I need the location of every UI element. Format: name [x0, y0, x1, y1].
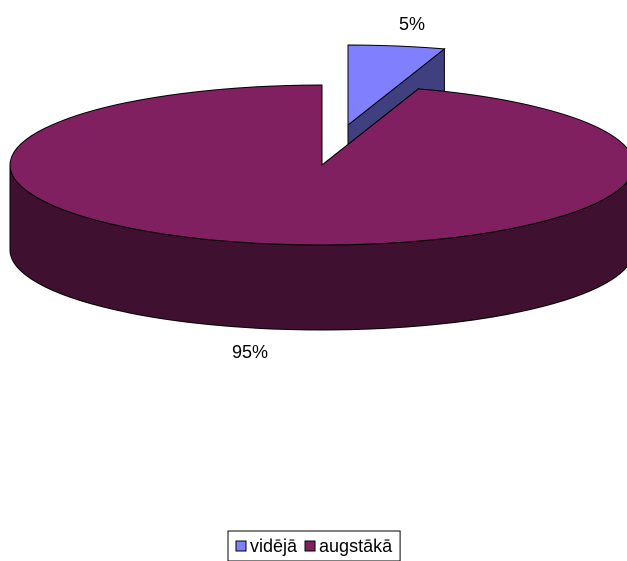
slice-top	[9, 84, 627, 246]
slice	[9, 84, 627, 331]
legend-swatch	[235, 540, 247, 552]
data-label: 5%	[399, 14, 425, 34]
legend-label: augstākā	[319, 536, 393, 556]
legend-swatch	[304, 540, 316, 552]
legend-label: vidējā	[250, 536, 298, 556]
legend: vidējā augstākā	[227, 530, 401, 561]
data-label: 95%	[232, 342, 268, 362]
slice-top	[347, 44, 446, 127]
